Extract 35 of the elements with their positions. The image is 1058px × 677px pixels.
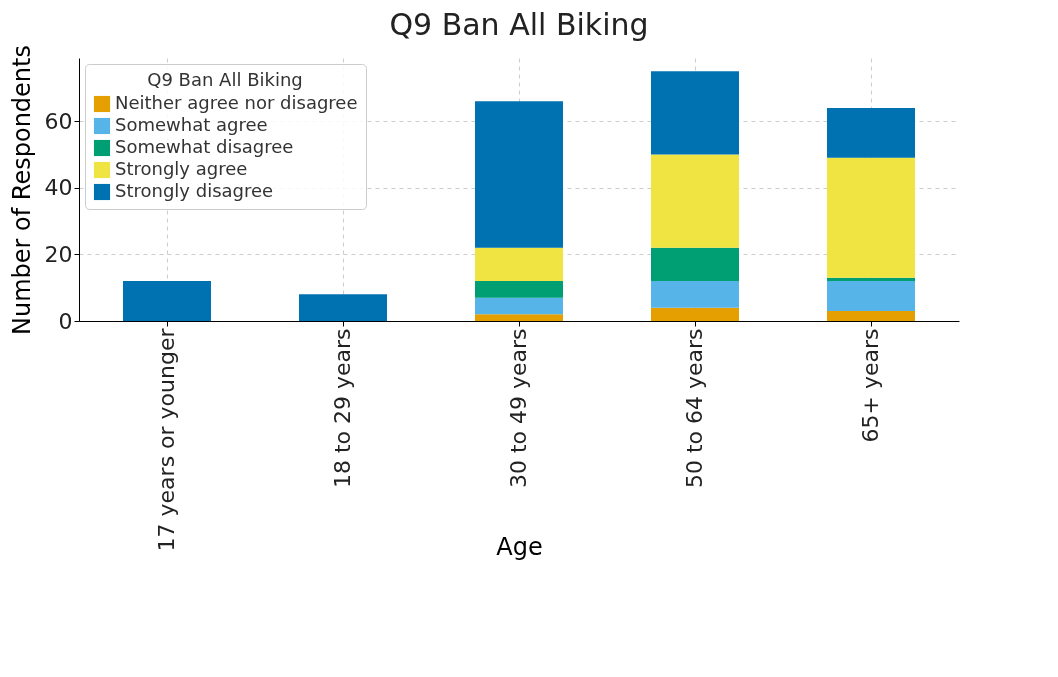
bar — [475, 101, 563, 248]
bar — [475, 297, 563, 315]
bar — [123, 281, 211, 321]
bar — [827, 277, 915, 282]
x-tick-label: 18 to 29 years — [330, 328, 355, 489]
bar — [827, 281, 915, 312]
bar — [651, 247, 739, 282]
bar — [827, 311, 915, 321]
bar — [827, 157, 915, 278]
legend-label: Strongly agree — [115, 158, 248, 179]
y-tick-label: 20 — [44, 241, 73, 267]
y-tick-label: 40 — [44, 175, 73, 201]
y-axis-title: Number of Respondents — [7, 45, 36, 335]
x-tick-label: 65+ years — [858, 328, 883, 443]
x-axis-title: Age — [496, 532, 543, 561]
x-tick-label: 50 to 64 years — [682, 328, 707, 489]
legend-label: Strongly disagree — [115, 180, 274, 201]
legend-title: Q9 Ban All Biking — [147, 69, 303, 90]
y-tick-label: 0 — [58, 308, 73, 334]
bar — [475, 314, 563, 321]
chart-title: Q9 Ban All Biking — [389, 6, 649, 42]
bar — [651, 154, 739, 248]
bar — [651, 71, 739, 155]
bar — [651, 307, 739, 321]
x-tick-label: 30 to 49 years — [506, 328, 531, 489]
bar — [299, 294, 387, 321]
legend-label: Somewhat disagree — [115, 136, 294, 157]
bar — [475, 247, 563, 282]
y-tick-label: 60 — [44, 108, 73, 134]
bar — [651, 281, 739, 308]
x-tick-label: 17 years or younger — [154, 327, 179, 552]
bar — [827, 107, 915, 158]
legend-label: Somewhat agree — [115, 114, 268, 135]
bar — [475, 281, 563, 298]
legend-label: Neither agree nor disagree — [115, 92, 358, 113]
